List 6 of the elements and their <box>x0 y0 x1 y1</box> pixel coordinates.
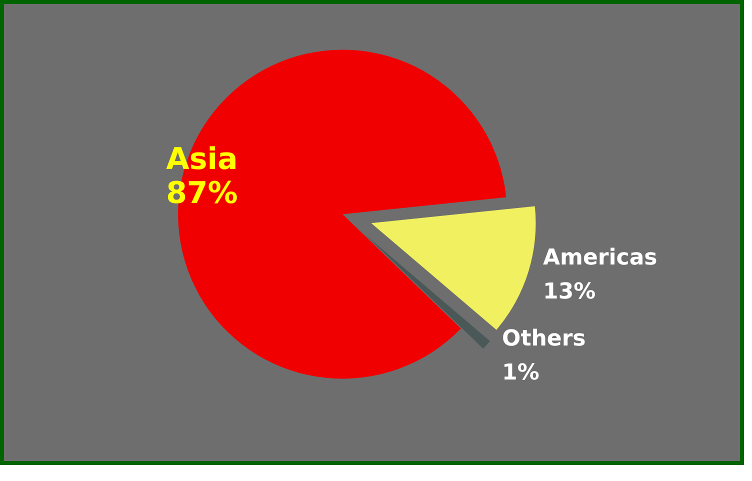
data-label: 13% <box>543 279 596 304</box>
data-label: 1% <box>502 360 540 386</box>
data-label: 87% <box>166 176 238 211</box>
slice-label: Asia <box>166 142 238 177</box>
slice-label: Americas <box>543 245 658 270</box>
slice-label: Others <box>502 326 586 352</box>
